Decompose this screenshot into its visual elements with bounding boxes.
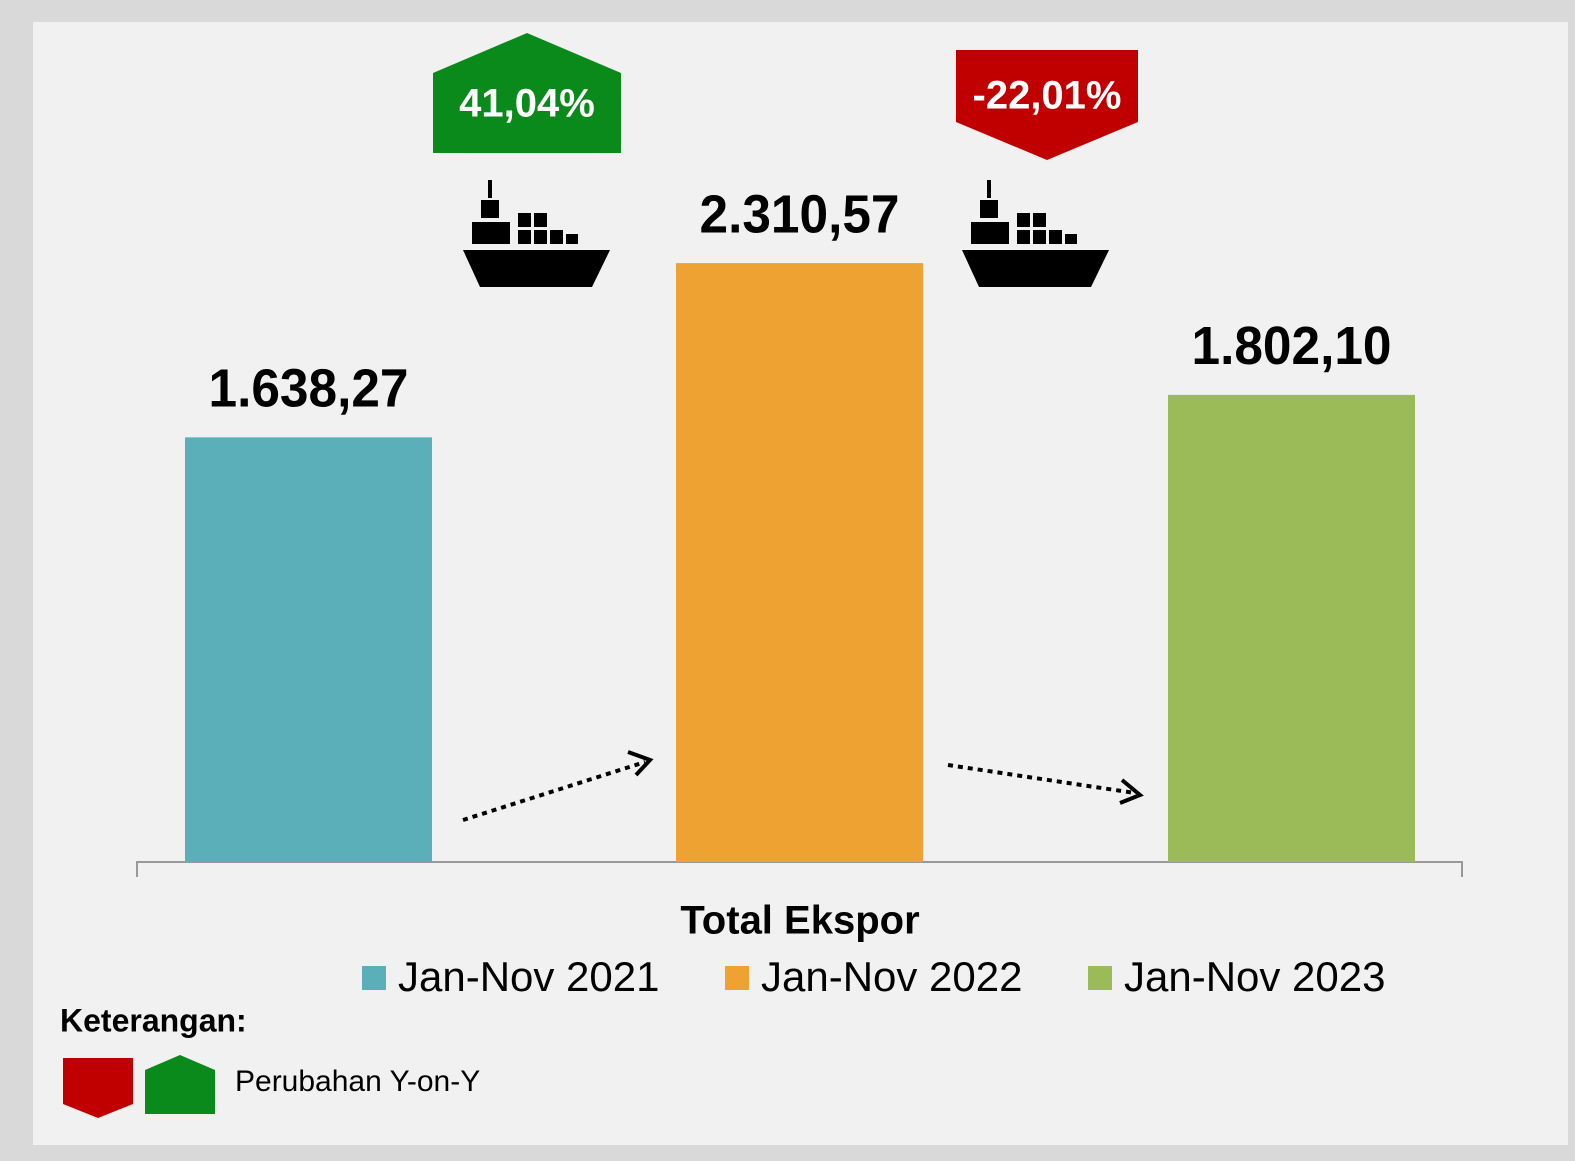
x-category-label: Total Ekspor <box>680 899 919 943</box>
note-up-shape <box>145 1055 215 1114</box>
bar <box>185 437 432 862</box>
note-title: Keterangan: <box>60 1002 247 1038</box>
bar <box>676 263 923 863</box>
change-label: -22,01% <box>973 74 1122 118</box>
legend-swatch <box>1088 966 1112 990</box>
change-badge <box>433 33 621 153</box>
legend-swatch <box>362 966 386 990</box>
trend-arrows <box>462 750 1144 822</box>
legend-label: Jan-Nov 2022 <box>761 953 1023 1000</box>
legend-swatch <box>725 966 749 990</box>
value-label: 2.310,57 <box>700 184 900 244</box>
value-label: 1.802,10 <box>1192 316 1392 376</box>
legend-label: Jan-Nov 2023 <box>1124 953 1386 1000</box>
note-down-shape <box>63 1058 133 1118</box>
change-label: 41,04% <box>459 82 595 126</box>
note-text: Perubahan Y-on-Y <box>235 1065 480 1098</box>
value-label: 1.638,27 <box>209 359 409 419</box>
bar <box>1168 394 1415 862</box>
legend-label: Jan-Nov 2021 <box>398 953 660 1000</box>
ship-icon <box>463 180 610 287</box>
change-badge <box>956 50 1138 160</box>
